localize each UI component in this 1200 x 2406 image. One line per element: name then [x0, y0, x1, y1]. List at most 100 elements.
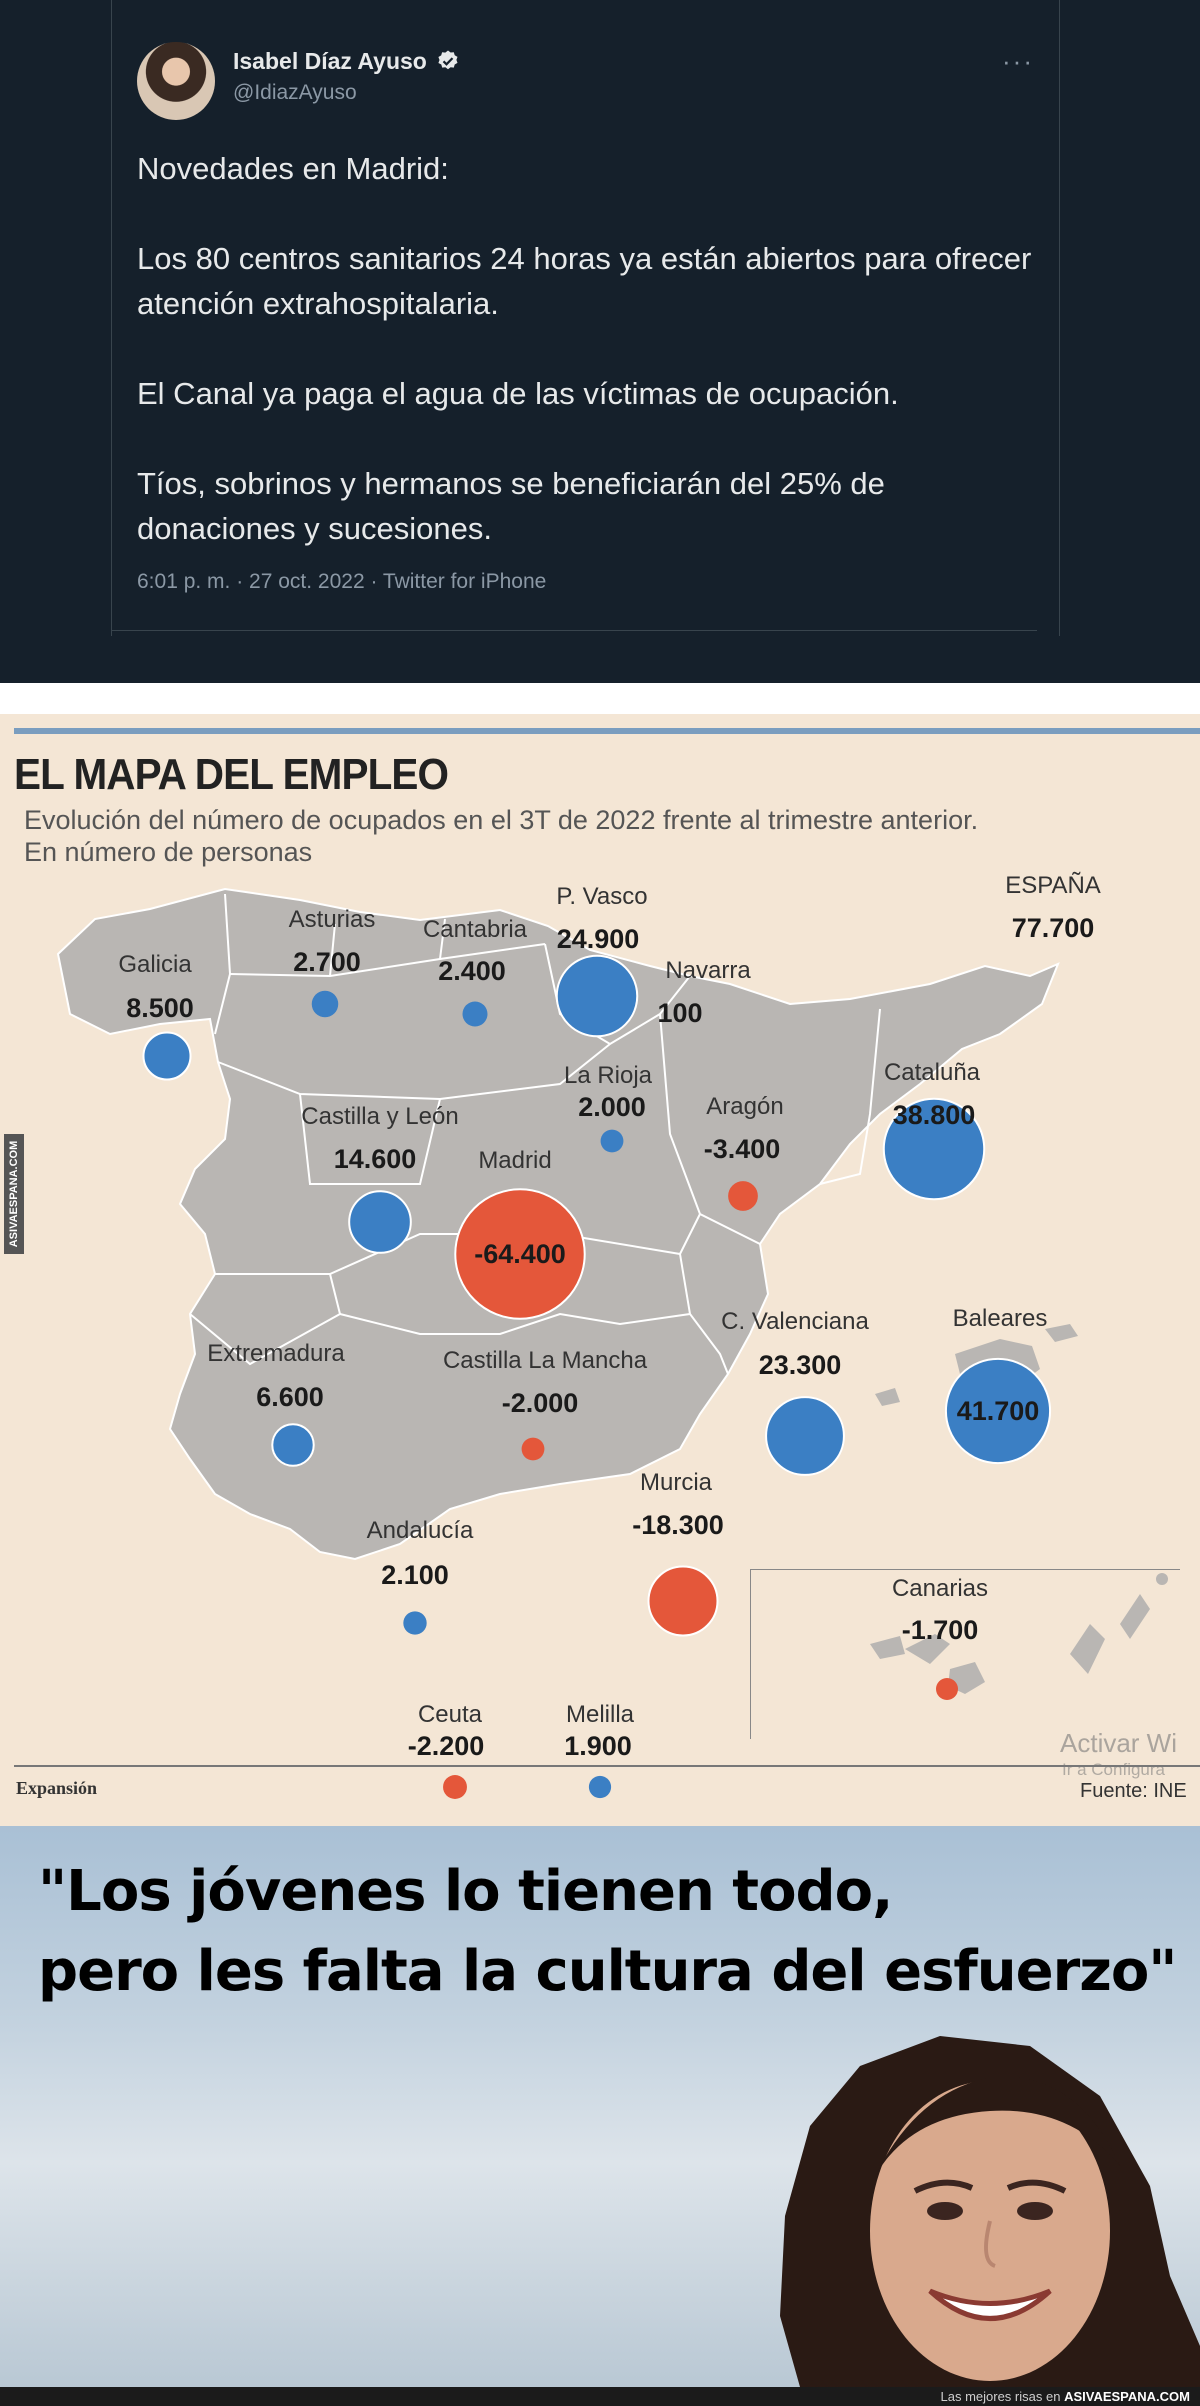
tweet-divider [111, 630, 1037, 631]
spain-map: Galicia 8.500 Asturias 2.700 Cantabria 2.400 P… [56, 872, 1180, 1799]
region-value-murcia: -18.300 [632, 1510, 724, 1540]
bubble-layer [142, 954, 1052, 1799]
timeline-border-right [1059, 0, 1060, 636]
tweet-paragraph: Los 80 centros sanitarios 24 horas ya es… [137, 241, 1032, 321]
quote-text: "Los jóvenes lo tienen todo, pero les fa… [38, 1852, 1177, 2012]
separator [0, 683, 1200, 714]
map-title: EL MAPA DEL EMPLEO [14, 750, 449, 799]
region-name-castilla-la-mancha: Castilla La Mancha [443, 1347, 648, 1374]
region-name-melilla: Melilla [566, 1701, 635, 1728]
region-name-galicia: Galicia [118, 951, 192, 978]
portrait-photo [780, 2036, 1200, 2387]
region-value-extremadura: 6.600 [256, 1382, 324, 1412]
footer-prefix: Las mejores risas en [940, 2389, 1061, 2404]
bubble-canarias [936, 1678, 958, 1700]
region-name-asturias: Asturias [289, 906, 376, 933]
employment-map-infographic: EL MAPA DEL EMPLEO Evolución del número … [0, 714, 1200, 1826]
more-options-icon[interactable]: ··· [1002, 46, 1034, 76]
region-name-espana: ESPAÑA [1005, 872, 1101, 899]
bubble-andalucia [403, 1611, 427, 1635]
region-value-asturias: 2.700 [293, 947, 361, 977]
tweet-paragraph: Tíos, sobrinos y hermanos se beneficiará… [137, 466, 885, 546]
source-credit: Fuente: INE [1080, 1780, 1187, 1802]
bubble-p-vasco [555, 954, 639, 1038]
bubble-galicia [142, 1031, 192, 1081]
region-name-aragon: Aragón [706, 1093, 783, 1120]
region-name-c-valenciana: C. Valenciana [721, 1308, 869, 1335]
region-name-castilla-y-leon: Castilla y León [301, 1103, 458, 1130]
tweet-timestamp[interactable]: 6:01 p. m. · 27 oct. 2022 · Twitter for … [137, 570, 547, 593]
bubble-madrid [454, 1188, 586, 1320]
bubble-cataluna [882, 1097, 986, 1201]
region-name-andalucia: Andalucía [367, 1517, 474, 1544]
windows-activation-overlay-sub: Ir a Configura [1062, 1760, 1165, 1779]
region-value-castilla-la-mancha: -2.000 [502, 1388, 579, 1418]
region-value-c-valenciana: 23.300 [759, 1350, 842, 1380]
vertical-watermark: ASIVAESPANA.COM [4, 1134, 24, 1254]
quote-line: pero les falta la cultura del esfuerzo" [38, 1939, 1177, 2004]
region-value-aragon: -3.400 [704, 1134, 781, 1164]
region-value-melilla: 1.900 [564, 1731, 632, 1761]
bubble-ceuta [443, 1775, 467, 1799]
region-value-navarra: 100 [657, 998, 702, 1028]
bubble-castilla-la-mancha [521, 1437, 545, 1461]
tweet-paragraph: Novedades en Madrid: [137, 151, 449, 186]
region-value-canarias: -1.700 [902, 1615, 979, 1645]
bubble-aragon [728, 1181, 758, 1211]
timeline-border-left [111, 0, 112, 636]
region-value-cantabria: 2.400 [438, 956, 506, 986]
bubble-castilla-y-leon [348, 1190, 412, 1254]
region-value-castilla-y-leon: 14.600 [334, 1144, 417, 1174]
subtitle-line: Evolución del número de ocupados en el 3… [24, 805, 979, 835]
tweet-card: Isabel Díaz Ayuso @IdiazAyuso ··· Noveda… [0, 0, 1200, 683]
region-name-ceuta: Ceuta [418, 1701, 483, 1728]
region-name-extremadura: Extremadura [207, 1340, 345, 1367]
label-layer: Galicia 8.500 Asturias 2.700 Cantabria 2.400 P… [118, 872, 1100, 1761]
windows-activation-overlay: Activar Wi [1060, 1728, 1177, 1758]
bubble-asturias [311, 990, 339, 1018]
region-name-murcia: Murcia [640, 1469, 713, 1496]
bubble-murcia [647, 1565, 719, 1637]
region-value-la-rioja: 2.000 [578, 1092, 646, 1122]
region-value-madrid: -64.400 [474, 1239, 566, 1269]
watermark-text: ASIVAESPANA.COM [8, 1140, 20, 1248]
region-name-cantabria: Cantabria [423, 916, 528, 943]
region-name-la-rioja: La Rioja [564, 1062, 653, 1089]
top-rule [14, 728, 1200, 734]
quote-line: "Los jóvenes lo tienen todo, [38, 1859, 893, 1924]
region-name-canarias: Canarias [892, 1575, 988, 1602]
site-footer-bar: Las mejores risas en ASIVAESPANA.COM [0, 2387, 1200, 2406]
bubble-c-valenciana [765, 1396, 845, 1476]
bubble-melilla [588, 1775, 612, 1799]
publisher-credit: Expansión [16, 1778, 98, 1798]
region-value-p-vasco: 24.900 [557, 924, 640, 954]
footer-text: Las mejores risas en ASIVAESPANA.COM [941, 2389, 1191, 2404]
region-value-espana: 77.700 [1012, 913, 1095, 943]
quote-meme-panel: "Los jóvenes lo tienen todo, pero les fa… [0, 1826, 1200, 2387]
region-value-galicia: 8.500 [126, 993, 194, 1023]
region-name-madrid: Madrid [478, 1147, 551, 1174]
region-value-andalucia: 2.100 [381, 1560, 449, 1590]
region-name-baleares: Baleares [953, 1305, 1048, 1332]
tweet-paragraph: El Canal ya paga el agua de las víctimas… [137, 376, 899, 411]
region-value-baleares: 41.700 [957, 1396, 1040, 1426]
tweet-body: Novedades en Madrid: Los 80 centros sani… [137, 146, 1037, 596]
region-name-p-vasco: P. Vasco [556, 883, 647, 910]
region-value-cataluna: 38.800 [893, 1100, 976, 1130]
region-name-navarra: Navarra [665, 957, 751, 984]
bubble-cantabria [462, 1001, 488, 1027]
author-name[interactable]: Isabel Díaz Ayuso [233, 48, 427, 74]
canarias-shape [870, 1594, 1150, 1694]
verified-badge-icon [438, 50, 458, 70]
region-value-ceuta: -2.200 [408, 1731, 485, 1761]
author-handle[interactable]: @IdiazAyuso [233, 81, 357, 104]
subtitle-line: En número de personas [24, 837, 313, 867]
bubble-extremadura [271, 1423, 315, 1467]
bubble-la-rioja [600, 1129, 624, 1153]
region-name-cataluna: Cataluña [884, 1059, 981, 1086]
footer-rule [14, 1765, 1200, 1767]
footer-site-link[interactable]: ASIVAESPANA.COM [1064, 2389, 1190, 2404]
map-subtitle: Evolución del número de ocupados en el 3… [24, 804, 978, 868]
bubble-baleares [944, 1357, 1052, 1465]
avatar[interactable] [137, 42, 215, 120]
